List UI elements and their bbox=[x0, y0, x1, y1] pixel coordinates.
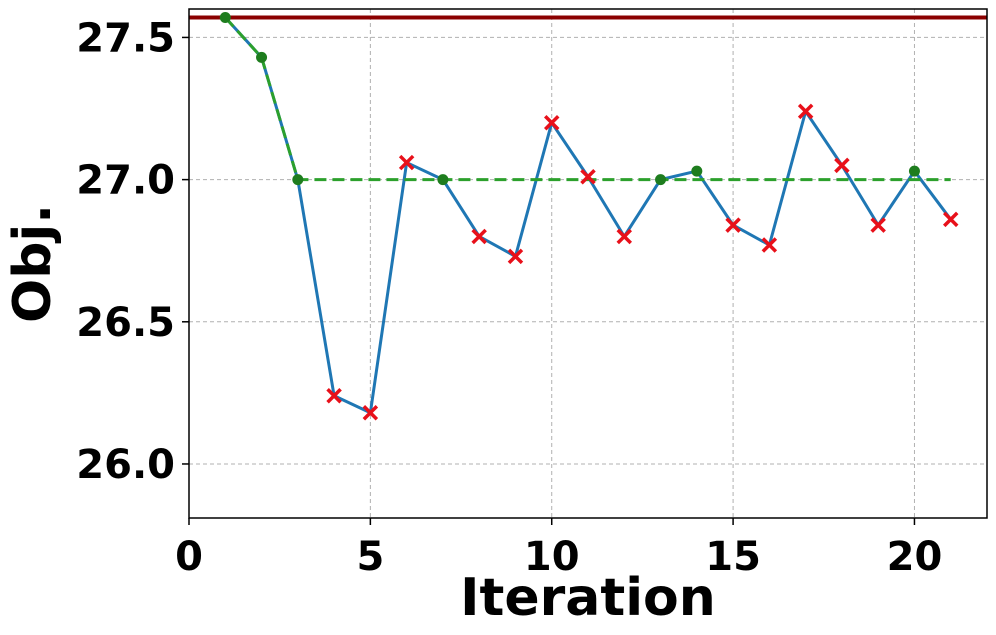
rejected-marker bbox=[797, 103, 814, 120]
accepted-marker bbox=[292, 174, 304, 186]
x-axis-label: Iteration bbox=[460, 568, 716, 628]
rejected-marker bbox=[870, 217, 886, 233]
x-tick-label: 0 bbox=[175, 534, 203, 580]
rejected-marker-stroke bbox=[580, 169, 596, 185]
y-tick-label: 27.0 bbox=[76, 158, 175, 204]
y-tick-label: 26.5 bbox=[76, 300, 175, 346]
rejected-marker-stroke bbox=[471, 228, 487, 245]
rejected-marker bbox=[471, 228, 487, 245]
rejected-marker bbox=[398, 154, 415, 171]
rejected-marker-stroke bbox=[834, 157, 850, 174]
rejected-marker-stroke bbox=[761, 237, 778, 253]
rejected-marker bbox=[362, 405, 379, 421]
y-axis-label: Obj. bbox=[3, 204, 63, 323]
y-tick-label: 26.0 bbox=[76, 442, 175, 488]
rejected-marker-stroke bbox=[797, 103, 814, 120]
rejected-marker-stroke bbox=[942, 211, 959, 228]
rejected-marker-stroke bbox=[870, 217, 886, 233]
rejected-marker bbox=[834, 157, 850, 174]
rejected-marker bbox=[942, 211, 959, 228]
rejected-marker-stroke bbox=[616, 228, 633, 245]
rejected-marker bbox=[580, 169, 596, 185]
x-tick-label: 5 bbox=[356, 534, 384, 580]
rejected-marker bbox=[616, 228, 633, 245]
rejected-marker-stroke bbox=[362, 405, 379, 421]
y-tick-label: 27.5 bbox=[76, 15, 175, 61]
rejected-marker bbox=[326, 387, 342, 404]
series-layer bbox=[189, 15, 987, 415]
best-so-far-line bbox=[224, 16, 951, 182]
grid bbox=[188, 9, 987, 518]
accepted-marker bbox=[655, 174, 667, 186]
rejected-marker-stroke bbox=[398, 154, 415, 171]
accepted-marker bbox=[437, 174, 449, 186]
accepted-marker bbox=[256, 51, 268, 63]
markers-layer bbox=[219, 12, 959, 421]
rejected-marker-stroke bbox=[507, 248, 524, 265]
rejected-marker bbox=[725, 217, 741, 233]
plot-frame bbox=[188, 8, 988, 519]
x-tick-label: 10 bbox=[524, 534, 580, 580]
ticks: 0 5 10 15 20 26.0 26.5 27.0 27.5 bbox=[76, 15, 942, 580]
accepted-marker bbox=[219, 12, 231, 24]
x-tick-label: 15 bbox=[705, 534, 761, 580]
x-tick-label: 20 bbox=[887, 534, 943, 580]
rejected-marker bbox=[761, 237, 778, 253]
accepted-marker bbox=[691, 165, 703, 177]
objective-series-line bbox=[224, 16, 952, 415]
rejected-marker bbox=[543, 115, 560, 131]
rejected-marker-stroke bbox=[326, 387, 342, 404]
rejected-marker bbox=[507, 248, 524, 265]
rejected-marker-stroke bbox=[543, 115, 560, 131]
rejected-marker-stroke bbox=[725, 217, 741, 233]
accepted-marker bbox=[908, 165, 920, 177]
